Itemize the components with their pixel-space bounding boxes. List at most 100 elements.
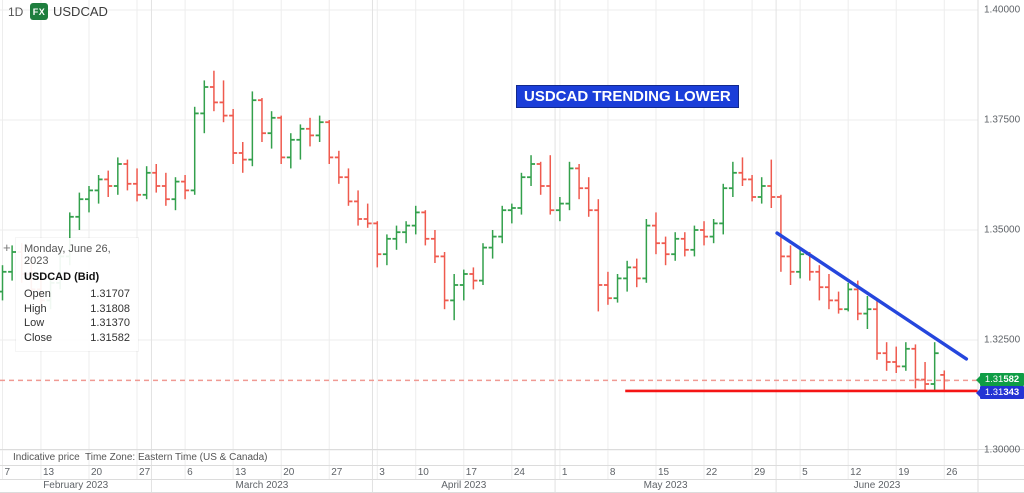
month-axis-label: March 2023 (235, 480, 289, 491)
annotation-textbox[interactable]: USDCAD TRENDING LOWER (516, 85, 739, 108)
crosshair-marker: + (3, 240, 11, 255)
ohlc-bar (440, 252, 449, 310)
ohlc-bar (286, 133, 295, 169)
ohlc-bar (594, 199, 603, 312)
tooltip-instrument: USDCAD (Bid) (24, 271, 100, 283)
day-axis-label: 24 (513, 467, 525, 478)
day-axis-label: 13 (235, 467, 247, 478)
price-axis-label: 1.40000 (984, 4, 1021, 16)
ohlc-bar (748, 175, 757, 202)
ohlc-bar (603, 271, 612, 305)
ohlc-bar (661, 236, 670, 266)
ohlc-bar (651, 212, 660, 255)
price-axis-label: 1.37500 (984, 114, 1021, 126)
support-price-prefix: 1.31 (984, 387, 1004, 399)
tooltip-row-close: Close 1.31582 (24, 331, 130, 346)
ohlc-bar (392, 225, 401, 250)
day-axis-label: 20 (283, 467, 295, 478)
ohlc-bar (930, 342, 939, 391)
low-value: 1.31370 (90, 317, 130, 329)
ohlc-bar (402, 221, 411, 244)
ohlc-bar (229, 109, 238, 164)
day-axis-label: 7 (4, 467, 11, 478)
ohlc-bar (363, 203, 372, 228)
ohlc-bar (94, 175, 103, 204)
day-axis-label: 10 (417, 467, 429, 478)
ohlc-bar (565, 161, 574, 211)
ohlc-bar (517, 172, 526, 215)
ohlc-bar (776, 194, 785, 272)
ohlc-bar (219, 80, 228, 123)
ohlc-bar (181, 175, 190, 200)
day-axis-label: 19 (898, 467, 910, 478)
ohlc-bars (0, 70, 949, 392)
ohlc-bar (142, 166, 151, 200)
ohlc-bar (257, 98, 266, 142)
ohlc-bar (450, 274, 459, 321)
ohlc-bar (209, 70, 218, 112)
ohlc-bar (190, 106, 199, 195)
ohlc-bar (632, 258, 641, 288)
ohlc-bar (113, 157, 122, 195)
fx-logo-icon: FX (30, 3, 48, 20)
timezone-note[interactable]: Time Zone: Eastern Time (US & Canada) (85, 452, 268, 463)
ohlc-bar (911, 344, 920, 389)
ohlc-bar (334, 150, 343, 184)
ohlc-bar (671, 232, 680, 261)
ohlc-bar (421, 210, 430, 246)
ohlc-bar (507, 203, 516, 224)
ohlc-bar (824, 274, 833, 310)
ohlc-bar (709, 219, 718, 244)
low-label: Low (24, 317, 45, 329)
high-value: 1.31808 (90, 302, 130, 315)
ohlc-bar (277, 115, 286, 164)
price-axis-label: 1.32500 (984, 334, 1021, 346)
ohlc-bar (623, 260, 632, 292)
high-label: High (24, 302, 47, 315)
month-axis-label: June 2023 (853, 480, 901, 491)
tooltip-row-open: Open 1.31707 (24, 287, 130, 302)
tooltip-date: Monday, June 26, 2023 (24, 243, 111, 267)
ohlc-bar (325, 120, 334, 164)
day-axis-label: 3 (379, 467, 385, 478)
ohlc-bar (901, 342, 910, 371)
ohlc-bar (575, 164, 584, 200)
ohlc-bar (161, 172, 170, 206)
day-axis-label: 29 (754, 467, 766, 478)
ohlc-bar (200, 80, 209, 134)
day-axis-label: 15 (657, 467, 670, 478)
ohlc-bar (296, 124, 305, 160)
ohlc-bar (479, 243, 487, 285)
ohlc-bar (8, 245, 17, 281)
ohlc-bar (0, 265, 7, 301)
ohlc-bar (613, 274, 622, 303)
ohlc-bar (690, 225, 699, 257)
ohlc-bar (738, 157, 747, 186)
ohlc-bar (248, 91, 257, 167)
timeframe-selector[interactable]: 1D (8, 5, 24, 19)
day-axis-label: 1 (561, 467, 568, 478)
current-price-prefix: 1.31 (984, 374, 1004, 386)
symbol-title: USDCAD (53, 4, 108, 19)
ohlc-bar (411, 205, 420, 235)
ohlc-bar (382, 234, 391, 266)
ohlc-tooltip: Monday, June 26, 2023 USDCAD (Bid) Open … (16, 238, 138, 351)
month-axis-label: April 2023 (441, 480, 487, 491)
ohlc-bar (834, 291, 843, 314)
current-price-pips: 582 (1003, 374, 1020, 386)
day-axis-label: 12 (850, 467, 862, 478)
ohlc-bar (306, 117, 315, 147)
open-value: 1.31707 (90, 288, 130, 300)
ohlc-bar (104, 170, 113, 197)
ohlc-bar (238, 142, 247, 173)
trendline[interactable] (775, 231, 969, 361)
ohlc-bar (527, 155, 536, 186)
ohlc-bar (498, 205, 507, 244)
ohlc-bar (354, 190, 363, 226)
tooltip-row-low: Low 1.31370 (24, 316, 130, 331)
ohlc-bar (796, 247, 805, 279)
ohlc-bar (555, 197, 564, 222)
day-axis-label: 8 (609, 467, 616, 478)
ohlc-bar (469, 267, 478, 290)
